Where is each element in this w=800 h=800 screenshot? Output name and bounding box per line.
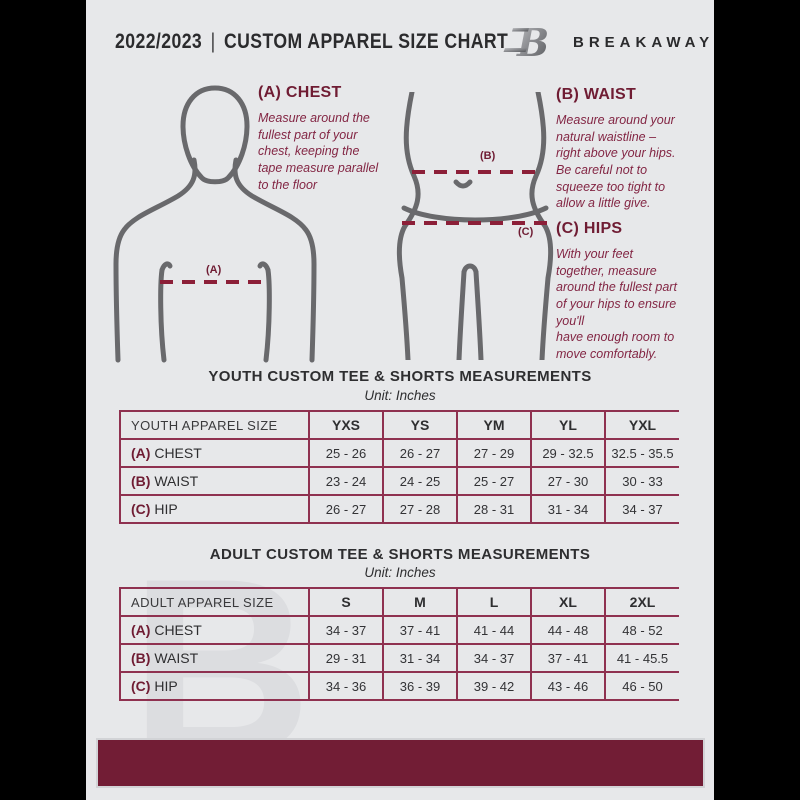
cell: 27 - 28 xyxy=(382,494,457,524)
cell: 37 - 41 xyxy=(382,615,457,645)
adult-section-unit: Unit: Inches xyxy=(364,565,436,580)
torso-diagram xyxy=(113,85,317,363)
hips-instructions-text: With your feet together, measure around … xyxy=(556,247,677,361)
row-prefix: (A) xyxy=(131,445,151,461)
youth-size-table: YOUTH APPAREL SIZE YXS YS YM YL YXL (A) … xyxy=(119,410,679,524)
hips-line-label: (C) xyxy=(518,226,534,238)
cell: 26 - 27 xyxy=(308,494,383,524)
adult-header-row: ADULT APPAREL SIZE S M L XL 2XL xyxy=(119,587,679,617)
youth-chest-label: (A) CHEST xyxy=(119,438,309,468)
adult-hip-row: (C) HIP 34 - 36 36 - 39 39 - 42 43 - 46 … xyxy=(119,671,679,701)
page-title: CUSTOM APPAREL SIZE CHART xyxy=(223,30,509,53)
cell: 32.5 - 35.5 xyxy=(604,438,679,468)
cell: 28 - 31 xyxy=(456,494,531,524)
waist-instructions-text: Measure around your natural waistline – … xyxy=(556,113,676,211)
cell: 29 - 32.5 xyxy=(530,438,605,468)
row-prefix: (C) xyxy=(131,501,151,517)
adult-col-l: L xyxy=(456,587,531,617)
breakaway-logo-icon: B xyxy=(503,20,549,64)
youth-col-ys: YS xyxy=(382,410,457,440)
masthead: 2022/2023 | CUSTOM APPAREL SIZE CHART xyxy=(115,30,508,54)
adult-col-xl: XL xyxy=(530,587,605,617)
cell: 31 - 34 xyxy=(530,494,605,524)
row-prefix: (B) xyxy=(131,473,151,489)
row-prefix: (B) xyxy=(131,650,151,666)
youth-hip-label: (C) HIP xyxy=(119,494,309,524)
row-label: CHEST xyxy=(154,445,202,461)
cell: 23 - 24 xyxy=(308,466,383,496)
chest-line-label: (A) xyxy=(206,264,222,276)
masthead-divider: | xyxy=(210,30,216,53)
adult-col-size: ADULT APPAREL SIZE xyxy=(119,587,309,617)
row-label: CHEST xyxy=(154,622,202,638)
adult-col-m: M xyxy=(382,587,457,617)
cell: 24 - 25 xyxy=(382,466,457,496)
row-prefix: (C) xyxy=(131,678,151,694)
youth-header-row: YOUTH APPAREL SIZE YXS YS YM YL YXL xyxy=(119,410,679,440)
cell: 43 - 46 xyxy=(530,671,605,701)
hips-instructions: (C) HIPS With your feet together, measur… xyxy=(556,220,718,362)
adult-size-table: ADULT APPAREL SIZE S M L XL 2XL (A) CHES… xyxy=(119,587,679,701)
chest-instructions-text: Measure around the fullest part of your … xyxy=(258,111,379,192)
brand-block: B BREAKAWAY xyxy=(503,20,709,64)
waist-instructions: (B) WAIST Measure around your natural wa… xyxy=(556,86,718,212)
footer-accent-bar xyxy=(96,738,705,788)
cell: 48 - 52 xyxy=(604,615,679,645)
hips-diagram xyxy=(396,92,554,360)
cell: 34 - 36 xyxy=(308,671,383,701)
adult-chest-label: (A) CHEST xyxy=(119,615,309,645)
adult-waist-label: (B) WAIST xyxy=(119,643,309,673)
youth-waist-label: (B) WAIST xyxy=(119,466,309,496)
adult-hip-label: (C) HIP xyxy=(119,671,309,701)
cell: 41 - 45.5 xyxy=(604,643,679,673)
cell: 31 - 34 xyxy=(382,643,457,673)
brand-name: BREAKAWAY xyxy=(573,34,715,51)
chest-instructions-title: (A) CHEST xyxy=(258,84,342,101)
cell: 41 - 44 xyxy=(456,615,531,645)
youth-hip-row: (C) HIP 26 - 27 27 - 28 28 - 31 31 - 34 … xyxy=(119,494,679,524)
cell: 29 - 31 xyxy=(308,643,383,673)
row-label: WAIST xyxy=(154,473,199,489)
row-label: HIP xyxy=(154,678,178,694)
cell: 44 - 48 xyxy=(530,615,605,645)
adult-col-2xl: 2XL xyxy=(604,587,679,617)
youth-col-yxs: YXS xyxy=(308,410,383,440)
cell: 27 - 30 xyxy=(530,466,605,496)
youth-col-ym: YM xyxy=(456,410,531,440)
youth-col-size: YOUTH APPAREL SIZE xyxy=(119,410,309,440)
cell: 34 - 37 xyxy=(456,643,531,673)
cell: 39 - 42 xyxy=(456,671,531,701)
youth-waist-row: (B) WAIST 23 - 24 24 - 25 25 - 27 27 - 3… xyxy=(119,466,679,496)
season-text: 2022/2023 xyxy=(115,30,203,53)
cell: 30 - 33 xyxy=(604,466,679,496)
row-label: HIP xyxy=(154,501,178,517)
adult-col-s: S xyxy=(308,587,383,617)
svg-text:B: B xyxy=(516,20,549,64)
youth-col-yl: YL xyxy=(530,410,605,440)
cell: 25 - 26 xyxy=(308,438,383,468)
youth-section-unit: Unit: Inches xyxy=(364,388,436,403)
youth-col-yxl: YXL xyxy=(604,410,679,440)
row-prefix: (A) xyxy=(131,622,151,638)
waist-line-label: (B) xyxy=(480,150,496,162)
size-chart-poster: B 2022/2023 | CUSTOM APPAREL SIZE CHART B … xyxy=(86,0,714,800)
youth-chest-row: (A) CHEST 25 - 26 26 - 27 27 - 29 29 - 3… xyxy=(119,438,679,468)
adult-section-title: ADULT CUSTOM TEE & SHORTS MEASUREMENTS xyxy=(209,546,591,563)
cell: 25 - 27 xyxy=(456,466,531,496)
cell: 34 - 37 xyxy=(308,615,383,645)
adult-chest-row: (A) CHEST 34 - 37 37 - 41 41 - 44 44 - 4… xyxy=(119,615,679,645)
chest-instructions: (A) CHEST Measure around the fullest par… xyxy=(258,84,420,193)
cell: 26 - 27 xyxy=(382,438,457,468)
row-label: WAIST xyxy=(154,650,199,666)
cell: 46 - 50 xyxy=(604,671,679,701)
cell: 27 - 29 xyxy=(456,438,531,468)
hips-instructions-title: (C) HIPS xyxy=(556,220,623,237)
cell: 36 - 39 xyxy=(382,671,457,701)
cell: 34 - 37 xyxy=(604,494,679,524)
youth-section-title: YOUTH CUSTOM TEE & SHORTS MEASUREMENTS xyxy=(208,368,592,385)
cell: 37 - 41 xyxy=(530,643,605,673)
adult-waist-row: (B) WAIST 29 - 31 31 - 34 34 - 37 37 - 4… xyxy=(119,643,679,673)
waist-instructions-title: (B) WAIST xyxy=(556,86,637,103)
